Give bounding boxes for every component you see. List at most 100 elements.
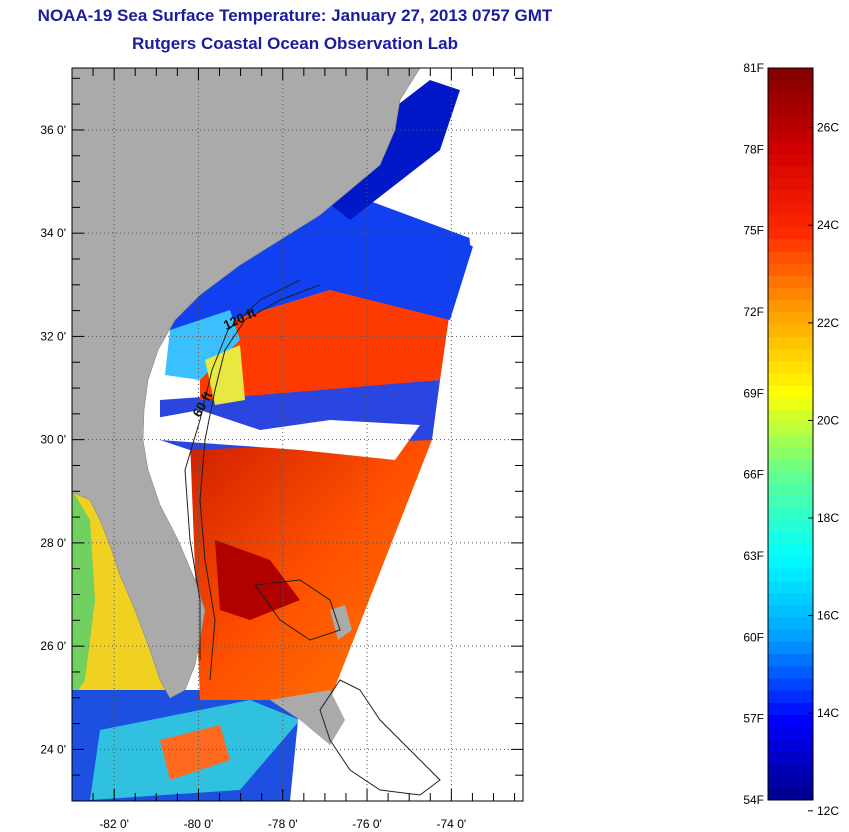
sst-map: 120 ft 60 ft 36 0'34 0'32 0'30 0'28 0'26…: [40, 67, 524, 831]
longitude-labels: -82 0' -80 0' -78 0' -76 0' -74 0': [99, 817, 466, 831]
lat-label: 24 0': [40, 742, 66, 756]
colorbar-step: [768, 556, 813, 569]
colorbar-step: [768, 592, 813, 606]
colorbar-step: [768, 751, 813, 764]
chart-subtitle: Rutgers Coastal Ocean Observation Lab: [132, 34, 458, 53]
colorbar-step: [768, 238, 813, 252]
colorbar-step: [768, 739, 813, 752]
colorbar-step: [768, 397, 813, 411]
colorbar-f-label: 63F: [743, 549, 764, 563]
chart-title: NOAA-19 Sea Surface Temperature: January…: [37, 6, 553, 25]
colorbar-c-label: 14C: [817, 706, 839, 720]
colorbar-step: [768, 275, 813, 289]
colorbar-step: [768, 287, 813, 301]
lon-label: -76 0': [352, 817, 382, 831]
colorbar-step: [768, 543, 813, 557]
colorbar-c-label: 24C: [817, 218, 839, 232]
colorbar-step: [768, 385, 813, 398]
colorbar-step: [768, 141, 813, 154]
colorbar-f-label: 60F: [743, 630, 764, 644]
colorbar-step: [768, 787, 813, 801]
lat-label: 30 0': [40, 433, 66, 447]
lon-label: -82 0': [99, 817, 129, 831]
fahrenheit-labels: 81F 78F 75F 72F 69F 66F 63F 60F 57F 54F: [743, 61, 764, 807]
bahamas-contour: [319, 679, 441, 796]
colorbar-step: [768, 214, 813, 228]
colorbar-step: [768, 665, 813, 679]
temperature-colorbar: 81F 78F 75F 72F 69F 66F 63F 60F 57F 54F 26C 24C 22C…: [743, 61, 839, 815]
colorbar-step: [768, 763, 813, 777]
colorbar-f-label: 57F: [743, 712, 764, 726]
lon-label: -74 0': [437, 817, 467, 831]
north-warm: [200, 290, 450, 400]
lat-label: 34 0': [40, 226, 66, 240]
colorbar-step: [768, 421, 813, 435]
colorbar-f-label: 66F: [743, 468, 764, 482]
lat-label: 26 0': [40, 639, 66, 653]
colorbar-c-label: 22C: [817, 316, 839, 330]
north-cool: [150, 190, 475, 330]
lon-label: -78 0': [268, 817, 298, 831]
bahamas-contour-2: [254, 579, 341, 641]
colorbar-frame: [767, 67, 814, 801]
colorbar-step: [768, 336, 813, 350]
gulf-stream-core: [215, 540, 300, 620]
colorbar-step: [768, 653, 813, 667]
colorbar-step: [768, 482, 813, 496]
land-bahamas: [270, 690, 345, 745]
colorbar-step: [768, 409, 813, 423]
colorbar-step: [768, 714, 813, 728]
colorbar-f-label: 54F: [743, 793, 764, 807]
swath-edge: [290, 255, 523, 801]
land-island: [330, 605, 352, 640]
colorbar-c-label: 12C: [817, 804, 839, 815]
colorbar-step: [768, 190, 813, 203]
colorbar-c-label: 20C: [817, 413, 839, 427]
colorbar-step: [768, 299, 813, 313]
isobath-120: [199, 284, 321, 681]
colorbar-step: [768, 360, 813, 374]
colorbar-step: [768, 726, 813, 740]
colorbar-step: [768, 92, 813, 106]
colorbar-step: [768, 251, 813, 264]
colorbar-step: [768, 568, 813, 581]
colorbar-step: [768, 263, 813, 276]
colorbar-step: [768, 678, 813, 691]
southern-band-hot: [160, 725, 230, 780]
colorbar-step: [768, 507, 813, 520]
colorbar-step: [768, 604, 813, 618]
swath-edge-north: [400, 68, 523, 255]
colorbar-step: [768, 324, 813, 337]
colorbar-step: [768, 519, 813, 533]
colorbar-step: [768, 470, 813, 484]
colorbar-step: [768, 104, 813, 118]
cloud-gap: [145, 410, 420, 460]
colorbar-f-label: 72F: [743, 305, 764, 319]
colorbar-step: [768, 202, 813, 215]
colorbar-step: [768, 68, 813, 81]
graticule: [71, 68, 523, 802]
colorbar-step: [768, 641, 813, 655]
land-us: [72, 68, 421, 699]
lon-label: -80 0': [184, 817, 214, 831]
colorbar-strips: [768, 68, 813, 801]
colorbar-step: [768, 690, 813, 703]
colorbar-step: [768, 434, 813, 447]
colorbar-step: [768, 531, 813, 545]
colorbar-step: [768, 702, 813, 716]
colorbar-c-label: 16C: [817, 609, 839, 623]
colorbar-step: [768, 129, 813, 142]
coastal-mix: [165, 310, 240, 380]
swath-warm: [190, 440, 432, 700]
colorbar-f-label: 81F: [743, 61, 764, 75]
map-frame: [71, 67, 524, 802]
colorbar-step: [768, 116, 813, 130]
colorbar-c-label: 18C: [817, 511, 839, 525]
colorbar-step: [768, 775, 813, 789]
lat-label: 36 0': [40, 123, 66, 137]
celsius-labels: 26C 24C 22C 20C 18C 16C 14C 12C: [808, 121, 839, 815]
colorbar-step: [768, 629, 813, 642]
colorbar-c-label: 26C: [817, 121, 839, 135]
colorbar-step: [768, 226, 813, 240]
colorbar-step: [768, 165, 813, 179]
